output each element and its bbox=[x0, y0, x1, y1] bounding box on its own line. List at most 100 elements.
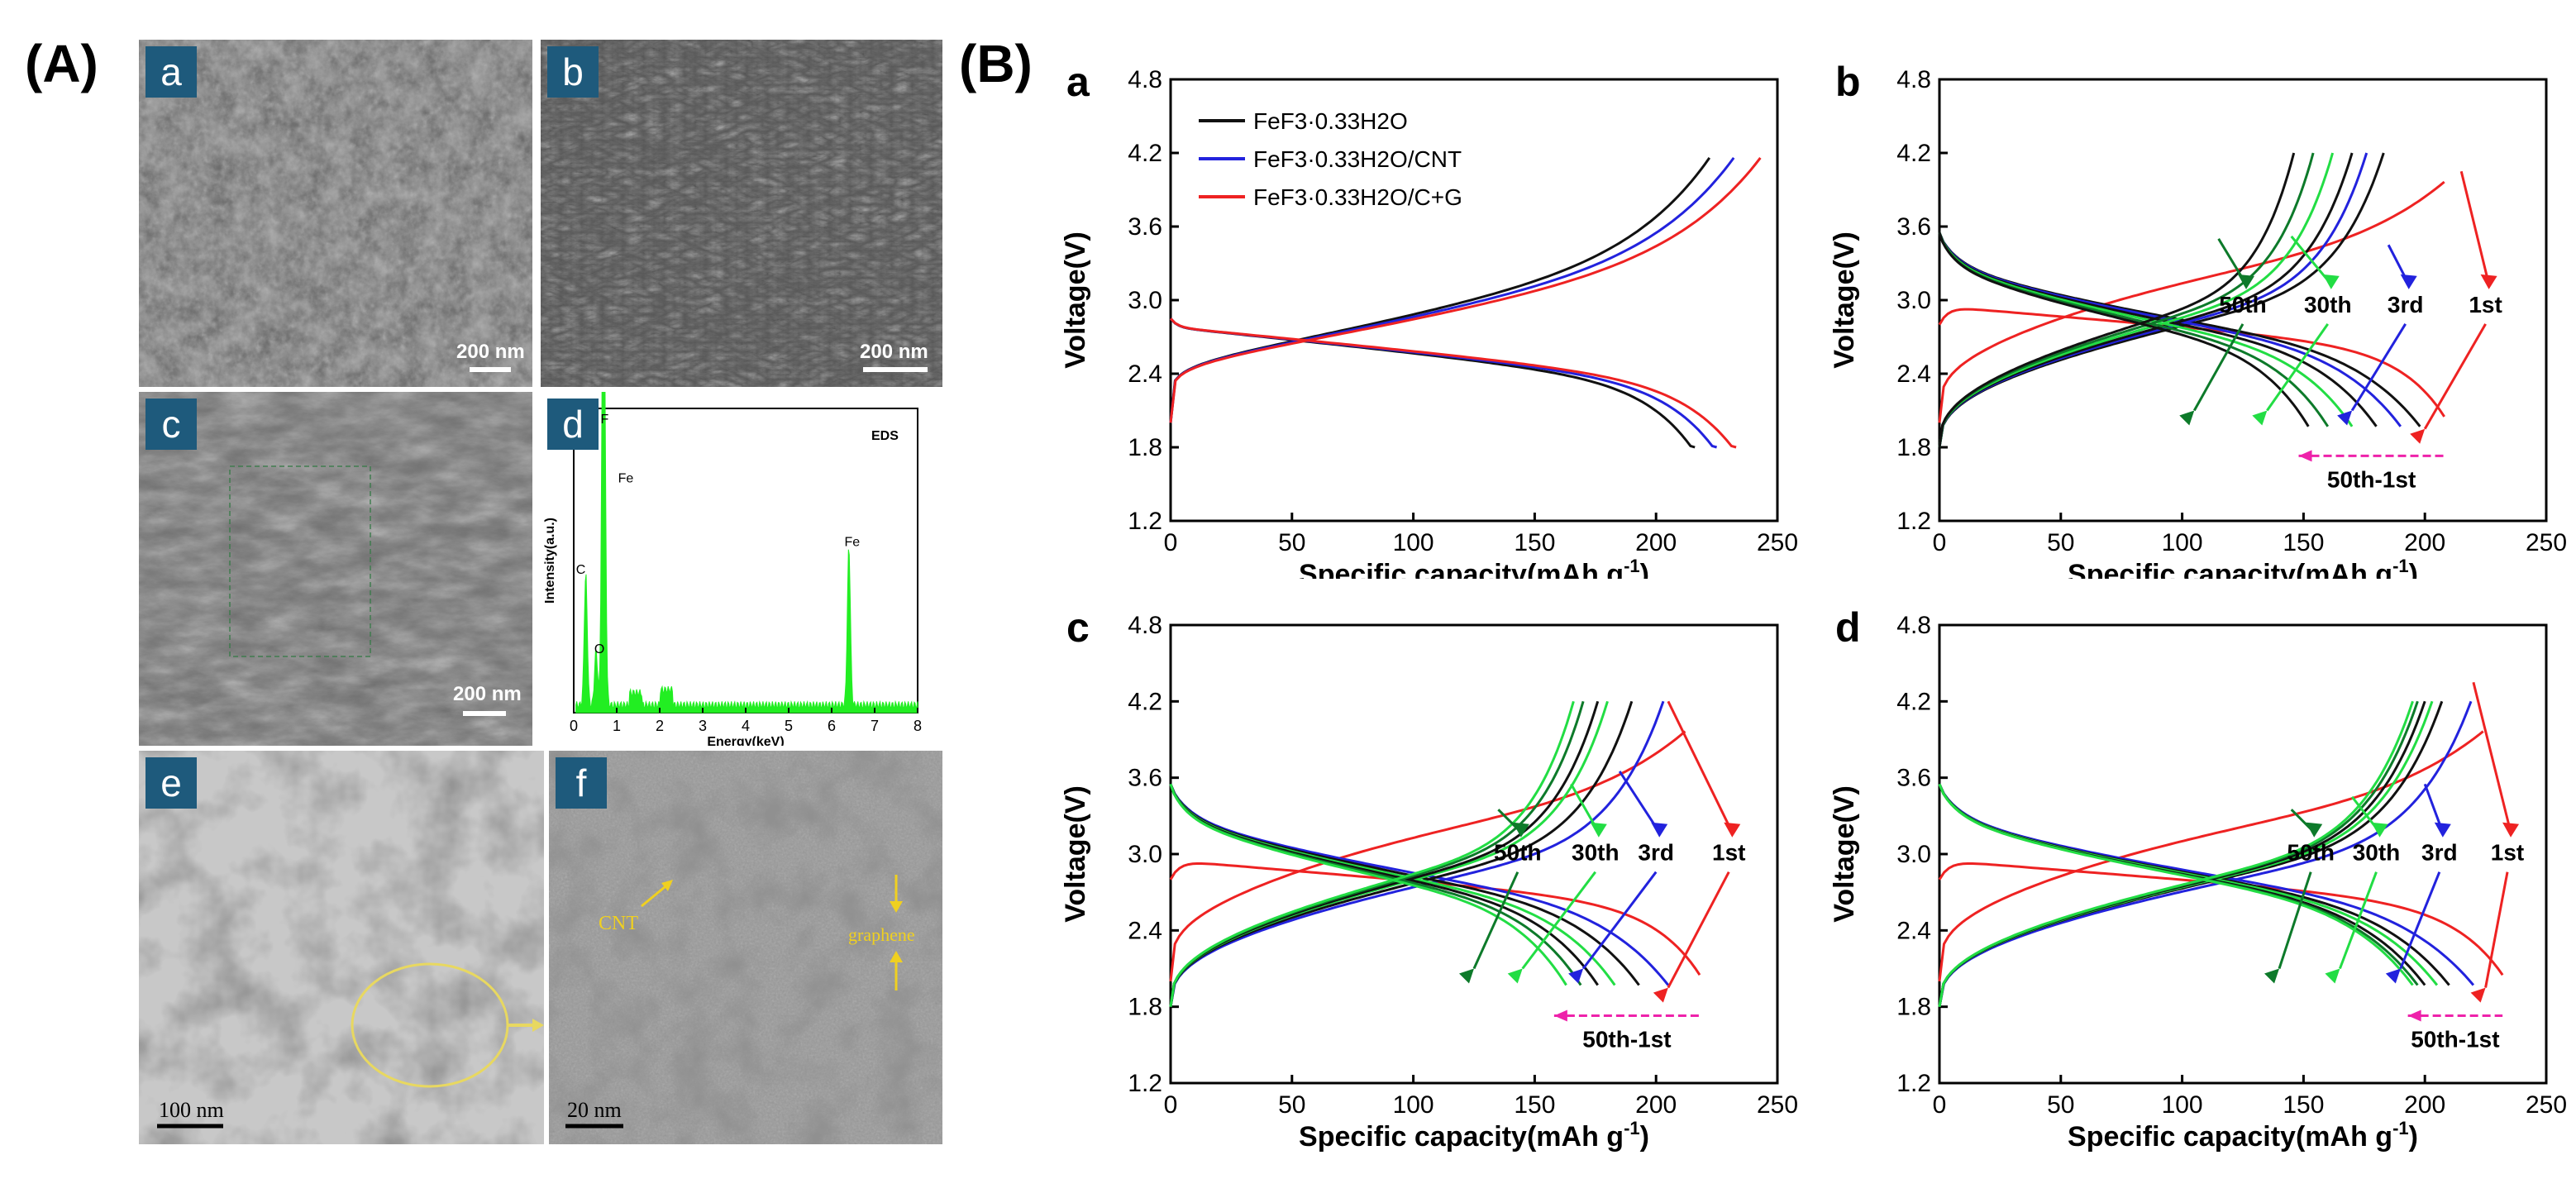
discharge-curve-2nd bbox=[1938, 783, 2475, 986]
charge-curve-50th bbox=[1938, 152, 2296, 448]
y-tick-label: 3.6 bbox=[1128, 213, 1162, 241]
eds-peak-label-fe1: Fe bbox=[618, 472, 634, 486]
chart-Bb: 0 50 100 150 200 250 1.2 1.8 2.4 3.0 3.6 4.2 4.8 Spec… bbox=[1829, 59, 2567, 579]
scale-text-b: 200 nm bbox=[860, 341, 928, 363]
cycle-label-50th: 50th bbox=[1494, 840, 1542, 866]
discharge-curve-50th bbox=[1938, 783, 2414, 986]
x-axis-label: Specific capacity(mAh g-1) bbox=[2068, 1118, 2418, 1153]
eds-xtick-label: 0 bbox=[570, 718, 578, 734]
cycle-arrow-discharge bbox=[2192, 323, 2244, 412]
range-arrowhead bbox=[2407, 1009, 2421, 1022]
cycle-arrow-discharge bbox=[2484, 871, 2509, 988]
y-tick-label: 3.0 bbox=[1896, 287, 1931, 314]
charge-curve-40th bbox=[1938, 700, 2419, 1007]
eds-peak-label-f: F bbox=[600, 413, 608, 427]
cycle-arrowhead-charge bbox=[2400, 274, 2417, 289]
charge-curve-3rd bbox=[1938, 152, 2368, 448]
scale-text-e: 100 nm bbox=[159, 1098, 224, 1122]
cycle-arrowhead-discharge bbox=[2252, 410, 2268, 426]
tem-image-e: e 100 nm bbox=[139, 751, 544, 1144]
y-tick-label: 3.0 bbox=[1128, 841, 1162, 868]
cycle-label-3rd: 3rd bbox=[2388, 292, 2424, 317]
eds-xlabel: Energy(keV) bbox=[707, 735, 784, 746]
range-label: 50th-1st bbox=[2327, 466, 2416, 492]
y-tick-label: 2.4 bbox=[1896, 917, 1931, 944]
x-tick-label: 250 bbox=[2526, 1091, 2567, 1119]
chart-panel-letter: a bbox=[1066, 59, 1090, 105]
scale-text-c: 200 nm bbox=[453, 683, 522, 705]
tile-label-c: c bbox=[145, 399, 197, 450]
chart-panel-letter: d bbox=[1835, 604, 1861, 651]
cycle-arrow-discharge bbox=[2278, 871, 2312, 969]
y-tick-label: 2.4 bbox=[1896, 360, 1931, 388]
discharge-curve-30th bbox=[1938, 231, 2354, 427]
x-tick-label: 50 bbox=[1278, 529, 1305, 556]
legend-label: FeF3·0.33H2O bbox=[1253, 108, 1408, 134]
tem-image-f: f CNT graphene 20 nm bbox=[549, 751, 942, 1144]
charge-curve-10th bbox=[1169, 700, 1609, 1007]
eds-xtick-label: 2 bbox=[656, 718, 664, 734]
sem-image-b: b 200 nm bbox=[541, 40, 942, 387]
x-tick-label: 50 bbox=[2047, 529, 2074, 556]
annotation-cnt: CNT bbox=[599, 913, 638, 934]
panel-B-label: (B) bbox=[959, 34, 1033, 93]
y-tick-label: 2.4 bbox=[1128, 360, 1162, 388]
x-tick-label: 100 bbox=[2162, 1091, 2203, 1119]
y-tick-label: 4.8 bbox=[1128, 66, 1162, 93]
sem-image-a: a 200 nm bbox=[139, 40, 532, 387]
x-axis-label: Specific capacity(mAh g-1) bbox=[1299, 556, 1649, 579]
cycle-arrow-discharge bbox=[2339, 871, 2378, 970]
eds-xtick-label: 4 bbox=[742, 718, 750, 734]
cycle-label-1st: 1st bbox=[2469, 292, 2502, 317]
charge-curve-50th bbox=[1938, 700, 2414, 1007]
cycle-arrow-discharge bbox=[1581, 871, 1658, 970]
cycle-arrowhead-discharge bbox=[1459, 968, 1474, 984]
cycle-label-1st: 1st bbox=[1712, 840, 1745, 866]
tem-image-f-texture bbox=[549, 751, 942, 1144]
tile-label-d: d bbox=[547, 399, 599, 450]
y-tick-label: 1.2 bbox=[1896, 1070, 1931, 1097]
cycle-arrowhead-discharge bbox=[1507, 968, 1523, 984]
scale-bar-a bbox=[470, 367, 511, 372]
sem-image-c-texture bbox=[139, 392, 532, 746]
x-tick-label: 0 bbox=[1933, 1091, 1947, 1119]
range-label: 50th-1st bbox=[1582, 1026, 1671, 1052]
cycle-arrowhead-charge bbox=[2322, 274, 2340, 289]
cycle-label-1st: 1st bbox=[2491, 840, 2524, 866]
eds-panel-d: 0 1 2 3 4 5 6 7 8 Energy(keV) Intensity(a.u.) EDS C O… bbox=[541, 392, 942, 746]
cycle-arrow-discharge bbox=[2266, 322, 2329, 412]
y-tick-label: 3.6 bbox=[1896, 765, 1931, 792]
charge-curve-1st bbox=[1169, 730, 1686, 982]
tile-label-f: f bbox=[556, 757, 607, 809]
cycle-arrowhead-discharge bbox=[2179, 410, 2195, 426]
y-tick-label: 3.0 bbox=[1128, 287, 1162, 314]
x-tick-label: 150 bbox=[1514, 529, 1555, 556]
eds-xtick-label: 8 bbox=[914, 718, 922, 734]
cycle-arrowhead-charge bbox=[2371, 822, 2388, 838]
cycle-arrow-discharge bbox=[2399, 871, 2441, 970]
cycle-arrowhead-discharge bbox=[1653, 987, 1668, 1003]
cycle-arrow-charge bbox=[2472, 681, 2512, 833]
x-tick-label: 250 bbox=[1757, 529, 1798, 556]
scale-text-f: 20 nm bbox=[567, 1098, 622, 1122]
y-axis-label: Voltage(V) bbox=[1829, 785, 1860, 923]
chart-Bc: 0 50 100 150 200 250 1.2 1.8 2.4 3.0 3.6 4.2 4.8 Spec… bbox=[1060, 604, 1798, 1153]
chart-Bd: 0 50 100 150 200 250 1.2 1.8 2.4 3.0 3.6 4.2 4.8 Spec… bbox=[1829, 604, 2567, 1153]
cycle-arrow-charge bbox=[1618, 771, 1661, 833]
annotation-graphene: graphene bbox=[848, 924, 915, 945]
cycle-arrowhead-charge bbox=[2238, 274, 2254, 289]
y-tick-label: 3.6 bbox=[1896, 213, 1931, 241]
scale-bar-c bbox=[463, 711, 506, 716]
chart-panel-letter: c bbox=[1066, 604, 1090, 651]
eds-frame bbox=[573, 408, 918, 714]
cycle-arrowhead-discharge bbox=[2337, 410, 2353, 426]
x-tick-label: 250 bbox=[2526, 529, 2567, 556]
charge-curve-3rd bbox=[1169, 700, 1634, 1007]
eds-title: EDS bbox=[871, 429, 899, 443]
y-tick-label: 1.8 bbox=[1896, 994, 1931, 1021]
cycle-arrowhead-charge bbox=[2480, 274, 2497, 289]
cycle-label-30th: 30th bbox=[2353, 840, 2401, 866]
eds-xtick-label: 5 bbox=[785, 718, 793, 734]
cycle-arrowhead-discharge bbox=[2264, 968, 2280, 984]
cycle-arrowhead-discharge bbox=[2385, 968, 2401, 984]
